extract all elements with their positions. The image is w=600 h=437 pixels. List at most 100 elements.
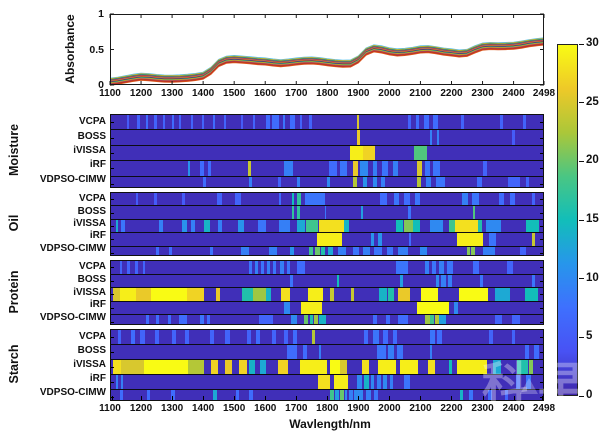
heatmap-segment bbox=[329, 161, 337, 176]
heatmap-segment bbox=[392, 330, 397, 344]
spectra-x-tick-label: 1600 bbox=[254, 88, 277, 99]
heatmap-segment bbox=[398, 315, 408, 324]
row-tick-right bbox=[540, 294, 543, 296]
heatmap-segment bbox=[512, 330, 516, 344]
row-tick-right bbox=[540, 280, 543, 282]
heatmap-row-vdpso-cimw bbox=[111, 175, 543, 187]
heatmap-row-irf bbox=[111, 374, 543, 389]
heatmap-segment bbox=[372, 330, 379, 344]
heatmap-segment bbox=[489, 330, 493, 344]
row-tick-left bbox=[111, 294, 114, 296]
heatmap-segment bbox=[178, 315, 188, 324]
row-tick-left bbox=[111, 321, 114, 323]
colorbar-tick bbox=[579, 336, 584, 338]
row-tick-right bbox=[540, 308, 543, 310]
heatmap-segment bbox=[282, 115, 286, 130]
spectra-x-tick-label: 1800 bbox=[316, 88, 339, 99]
row-tick-left bbox=[111, 308, 114, 310]
row-tick-right bbox=[540, 239, 543, 241]
heatmap-x-tick bbox=[327, 396, 329, 400]
heatmap-segment bbox=[409, 233, 412, 246]
heatmap-segment bbox=[512, 130, 515, 145]
heatmap-segment bbox=[120, 360, 144, 374]
colorbar-tick-label: 30 bbox=[586, 37, 599, 49]
heatmap-row-vdpso-cimw bbox=[111, 245, 543, 255]
heatmap-segment bbox=[534, 345, 539, 359]
heatmap-row-vcpa bbox=[111, 261, 543, 274]
heatmap-segment bbox=[212, 115, 216, 130]
spectra-x-tick-label: 1300 bbox=[160, 88, 184, 99]
heatmap-segment bbox=[296, 176, 301, 187]
heatmap-segment bbox=[520, 246, 527, 255]
row-tick-right bbox=[540, 267, 543, 269]
row-tick-right bbox=[540, 321, 543, 323]
absorbance-tick-label: 1 bbox=[98, 8, 104, 20]
heatmap-segment bbox=[151, 288, 188, 301]
heatmap-segment bbox=[260, 360, 267, 374]
heatmap-segment bbox=[155, 330, 160, 344]
row-tick-left bbox=[111, 382, 114, 383]
row-label-ivissa: iVISSA bbox=[73, 359, 106, 370]
heatmap-x-tick bbox=[358, 396, 360, 400]
heatmap-segment bbox=[137, 115, 140, 130]
row-label-vcpa: VCPA bbox=[78, 261, 106, 273]
heatmap-segment bbox=[206, 315, 210, 324]
heatmap-segment bbox=[146, 115, 149, 130]
heatmap-segment bbox=[187, 161, 191, 176]
row-tick-left bbox=[111, 239, 114, 241]
row-label-vcpa: VCPA bbox=[78, 116, 106, 128]
row-tick-right bbox=[540, 337, 543, 338]
row-tick-left bbox=[111, 280, 114, 282]
heatmap-panel-starch bbox=[110, 329, 544, 401]
heatmap-segment bbox=[461, 115, 465, 130]
heatmap-segment bbox=[382, 330, 389, 344]
heatmap-x-tick-label: 1600 bbox=[254, 403, 277, 414]
heatmap-segment bbox=[119, 261, 123, 274]
heatmap-segment bbox=[289, 274, 293, 288]
colorbar bbox=[557, 44, 578, 396]
heatmap-segment bbox=[309, 315, 313, 324]
heatmap-segment bbox=[292, 330, 297, 344]
heatmap-segment bbox=[135, 288, 152, 301]
heatmap-segment bbox=[420, 288, 438, 301]
heatmap-segment bbox=[259, 315, 274, 324]
heatmap-segment bbox=[248, 176, 252, 187]
heatmap-segment bbox=[112, 360, 121, 374]
heatmap-segment bbox=[427, 360, 436, 374]
heatmap-segment bbox=[333, 375, 349, 389]
heatmap-segment bbox=[297, 193, 301, 206]
heatmap-segment bbox=[316, 233, 343, 246]
heatmap-segment bbox=[278, 176, 282, 187]
heatmap-segment bbox=[296, 219, 306, 233]
heatmap-segment bbox=[299, 115, 303, 130]
heatmap-segment bbox=[433, 115, 438, 130]
watermark-arrow-icon bbox=[520, 378, 538, 394]
heatmap-segment bbox=[208, 161, 212, 176]
heatmap-segment bbox=[170, 390, 175, 400]
heatmap-segment bbox=[417, 176, 421, 187]
heatmap-segment bbox=[203, 219, 211, 233]
row-tick-right bbox=[540, 352, 543, 353]
wavelength-axis-label: Wavlength/nm bbox=[289, 417, 371, 431]
heatmap-segment bbox=[318, 345, 322, 359]
row-label-vcpa: VCPA bbox=[78, 331, 106, 342]
heatmap-segment bbox=[431, 261, 437, 274]
heatmap-segment bbox=[417, 301, 449, 315]
heatmap-row-irf bbox=[111, 232, 543, 246]
heatmap-segment bbox=[253, 288, 267, 301]
row-label-irf: iRF bbox=[89, 230, 106, 242]
heatmap-segment bbox=[393, 193, 400, 206]
heatmap-segment bbox=[364, 330, 369, 344]
spectra-x-tick-label: 1400 bbox=[192, 88, 215, 99]
heatmap-x-tick bbox=[420, 396, 422, 400]
heatmap-segment bbox=[167, 315, 171, 324]
heatmap-row-boss bbox=[111, 344, 543, 359]
heatmap-segment bbox=[320, 246, 326, 255]
heatmap-segment bbox=[209, 330, 215, 344]
heatmap-segment bbox=[242, 288, 254, 301]
heatmap-segment bbox=[169, 246, 173, 255]
heatmap-segment bbox=[240, 115, 243, 130]
heatmap-segment bbox=[156, 315, 160, 324]
heatmap-segment bbox=[309, 246, 314, 255]
heatmap-segment bbox=[378, 288, 388, 301]
